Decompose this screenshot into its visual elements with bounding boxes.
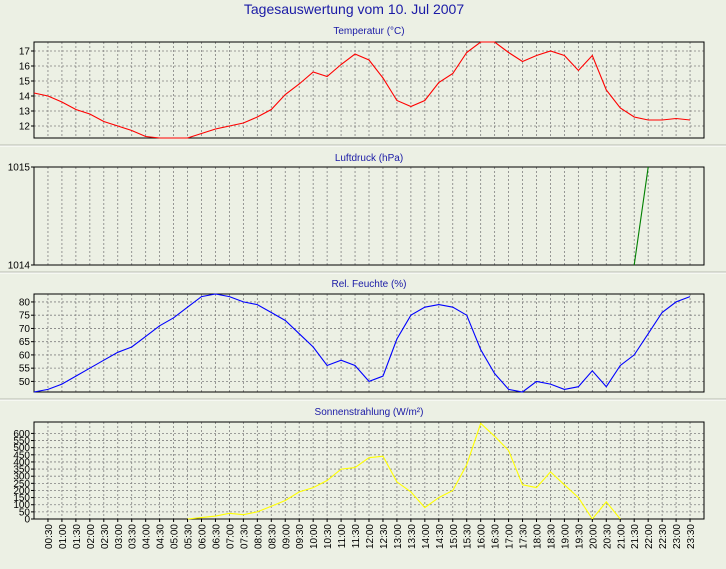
chart-panel-1: Temperatur (°C) 12 13 14 15 16 17 — [0, 26, 726, 147]
x-tick-label: 01:00 — [58, 524, 69, 549]
x-tick-label: 23:30 — [686, 524, 697, 549]
y-tick-label: 1014 — [8, 261, 31, 272]
x-tick-label: 04:30 — [156, 524, 167, 549]
y-tick-label: 55 — [19, 364, 31, 375]
x-tick-label: 06:00 — [198, 524, 209, 549]
x-tick-label: 09:30 — [295, 524, 306, 549]
x-tick-label: 19:00 — [560, 524, 571, 549]
y-tick-label: 50 — [19, 377, 31, 388]
y-tick-label: 200 — [13, 486, 30, 497]
x-tick-label: 18:30 — [546, 524, 557, 549]
page-title: Tagesauswertung vom 10. Jul 2007 — [244, 1, 464, 17]
y-tick-label: 16 — [19, 62, 31, 73]
x-tick-label: 14:00 — [421, 524, 432, 549]
x-tick-label: 20:00 — [588, 524, 599, 549]
x-tick-label: 05:30 — [184, 524, 195, 549]
x-tick-label: 17:00 — [505, 524, 516, 549]
y-tick-label: 12 — [19, 122, 31, 133]
x-tick-label: 07:00 — [225, 524, 236, 549]
x-tick-label: 09:00 — [281, 524, 292, 549]
x-tick-label: 14:30 — [435, 524, 446, 549]
y-tick-label: 600 — [13, 429, 30, 440]
series-line-1 — [187, 422, 621, 520]
x-tick-label: 12:00 — [365, 524, 376, 549]
chart-panel-2: Luftdruck (hPa) 1014 1015 — [0, 153, 726, 274]
y-tick-label: 15 — [19, 77, 31, 88]
y-tick-label: 17 — [19, 47, 31, 58]
x-tick-label: 22:30 — [658, 524, 669, 549]
x-tick-label: 11:30 — [351, 524, 362, 549]
y-tick-label: 13 — [19, 107, 31, 118]
y-tick-label: 0 — [24, 515, 30, 526]
series-line-1 — [33, 41, 691, 139]
y-tick-label: 70 — [19, 324, 31, 335]
x-tick-label: 13:00 — [393, 524, 404, 549]
y-tick-label: 400 — [13, 457, 30, 468]
y-tick-label: 250 — [13, 479, 30, 490]
x-tick-label: 12:30 — [379, 524, 390, 549]
x-tick-label: 19:30 — [574, 524, 585, 549]
x-tick-label: 07:30 — [239, 524, 250, 549]
y-tick-label: 450 — [13, 450, 30, 461]
chart-panel-4: Sonnenstrahlung (W/m²) 050100150200250300… — [13, 407, 705, 549]
chart-title: Temperatur (°C) — [333, 26, 404, 37]
y-tick-label: 14 — [19, 92, 31, 103]
y-tick-label: 550 — [13, 436, 30, 447]
x-tick-label: 15:30 — [463, 524, 474, 549]
x-tick-label: 10:00 — [309, 524, 320, 549]
chart-title: Sonnenstrahlung (W/m²) — [315, 407, 424, 418]
y-tick-label: 75 — [19, 311, 31, 322]
y-tick-label: 500 — [13, 443, 30, 454]
x-tick-label: 20:30 — [602, 524, 613, 549]
x-tick-label: 13:30 — [407, 524, 418, 549]
plot-frame — [33, 293, 705, 393]
y-tick-label: 350 — [13, 465, 30, 476]
x-tick-label: 06:30 — [211, 524, 222, 549]
x-tick-label: 23:00 — [672, 524, 683, 549]
x-tick-label: 22:00 — [644, 524, 655, 549]
chart-title: Luftdruck (hPa) — [335, 153, 403, 164]
x-tick-label: 17:30 — [519, 524, 530, 549]
x-tick-label: 03:30 — [128, 524, 139, 549]
x-tick-label: 08:30 — [267, 524, 278, 549]
y-tick-label: 80 — [19, 297, 31, 308]
x-tick-label: 05:00 — [170, 524, 181, 549]
x-tick-label: 08:00 — [253, 524, 264, 549]
x-tick-label: 16:00 — [477, 524, 488, 549]
y-tick-label: 150 — [13, 493, 30, 504]
x-tick-label: 16:30 — [491, 524, 502, 549]
x-tick-label: 02:00 — [86, 524, 97, 549]
x-tick-label: 01:30 — [72, 524, 83, 549]
x-tick-label: 11:00 — [337, 524, 348, 549]
x-tick-label: 04:00 — [142, 524, 153, 549]
x-tick-label: 10:30 — [323, 524, 334, 549]
series-line-1 — [33, 293, 691, 393]
x-tick-label: 21:30 — [630, 524, 641, 549]
y-tick-label: 1015 — [8, 163, 31, 174]
x-tick-label: 21:00 — [616, 524, 627, 549]
y-tick-label: 60 — [19, 350, 31, 361]
x-tick-label: 02:30 — [100, 524, 111, 549]
y-tick-label: 100 — [13, 500, 30, 511]
series-line-1 — [633, 166, 649, 266]
y-tick-label: 65 — [19, 337, 31, 348]
y-tick-label: 50 — [19, 507, 31, 518]
y-tick-label: 300 — [13, 472, 30, 483]
x-tick-label: 15:00 — [449, 524, 460, 549]
x-tick-label: 00:30 — [44, 524, 55, 549]
plot-frame — [33, 41, 705, 139]
x-tick-label: 03:00 — [114, 524, 125, 549]
plot-frame — [33, 166, 705, 266]
chart-title: Rel. Feuchte (%) — [331, 279, 406, 290]
chart-panel-3: Rel. Feuchte (%) 50 55 60 65 70 75 80 — [0, 279, 726, 401]
x-tick-label: 18:00 — [533, 524, 544, 549]
